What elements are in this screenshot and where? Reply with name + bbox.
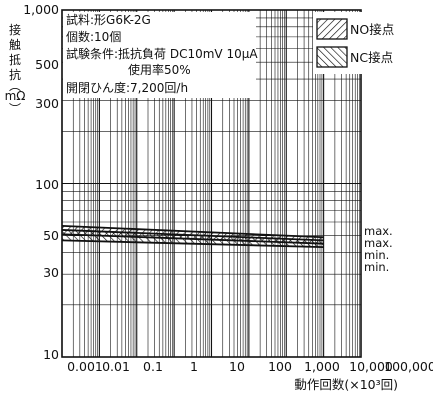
x-tick-label: 0.001 bbox=[67, 359, 103, 374]
conditions-note: 試料:形G6K-2G 個数:10個 試験条件:抵抗負荷 DC10mV 10μA … bbox=[63, 12, 258, 98]
note-sample: 試料:形G6K-2G bbox=[66, 12, 151, 27]
x-tick-label: 100,000 bbox=[384, 359, 433, 374]
legend-label-no: NO接点 bbox=[350, 22, 394, 37]
y-tick-label: 1,000 bbox=[23, 2, 59, 17]
y-tick-label: 100 bbox=[35, 177, 59, 192]
y-axis-label-char: ︶ bbox=[9, 102, 21, 116]
annotation-min-1: min. bbox=[364, 248, 389, 262]
annotation-max-2: max. bbox=[364, 236, 393, 250]
x-axis-label: 動作回数(×10³回) bbox=[294, 377, 398, 392]
x-tick-labels: 0.001 0.01 0.1 1 10 100 1,000 10,000 100… bbox=[67, 359, 433, 374]
annotation-min-2: min. bbox=[364, 260, 389, 274]
x-tick-label: 0.01 bbox=[102, 359, 130, 374]
series-line-1 bbox=[61, 224, 324, 239]
y-axis-label-char: 抵 bbox=[9, 53, 21, 67]
x-tick-label: 10,000 bbox=[349, 359, 393, 374]
legend: NO接点 NC接点 bbox=[313, 12, 404, 74]
note-count: 個数:10個 bbox=[66, 29, 121, 44]
y-axis-label-char: ︵ bbox=[9, 79, 21, 93]
x-tick-label: 1,000 bbox=[304, 359, 340, 374]
x-tick-label: 100 bbox=[268, 359, 292, 374]
y-tick-label: 300 bbox=[35, 96, 59, 111]
annotations-bg bbox=[362, 222, 400, 274]
annotations: max. max. min. min. bbox=[362, 222, 400, 274]
legend-swatch-no bbox=[316, 18, 348, 40]
y-tick-label: 30 bbox=[43, 265, 59, 280]
legend-label-nc: NC接点 bbox=[350, 50, 393, 65]
note-frequency: 開閉ひん度:7,200回/h bbox=[66, 80, 188, 95]
y-tick-label: 50 bbox=[43, 228, 59, 243]
conditions-note-bg bbox=[63, 12, 256, 98]
x-tick-label: 1 bbox=[190, 359, 198, 374]
x-tick-label: 0.1 bbox=[143, 359, 163, 374]
annotation-max-1: max. bbox=[364, 224, 393, 238]
legend-bg-text bbox=[346, 12, 404, 74]
series-line-4 bbox=[61, 239, 324, 248]
y-axis-label-char: 触 bbox=[9, 38, 21, 52]
y-tick-labels: 1,000 500 300 100 50 30 10 bbox=[23, 2, 59, 362]
note-duty: 使用率50% bbox=[128, 62, 191, 77]
plot-frame bbox=[61, 9, 362, 358]
legend-swatch-nc bbox=[316, 46, 348, 68]
data-series bbox=[61, 224, 324, 248]
y-tick-label: 10 bbox=[43, 347, 59, 362]
y-axis-label-char: mΩ bbox=[5, 89, 26, 103]
x-tick-label: 10 bbox=[229, 359, 245, 374]
note-test-condition: 試験条件:抵抗負荷 DC10mV 10μA bbox=[66, 46, 258, 61]
y-axis-label-char: 接 bbox=[9, 22, 21, 37]
series-line-2 bbox=[61, 233, 324, 245]
y-axis-label: 接 触 抵 抗 ︵ mΩ ︶ bbox=[5, 22, 26, 116]
y-axis-label-char: 抗 bbox=[9, 67, 21, 82]
y-tick-label: 500 bbox=[35, 57, 59, 72]
series-line-3 bbox=[61, 229, 324, 242]
